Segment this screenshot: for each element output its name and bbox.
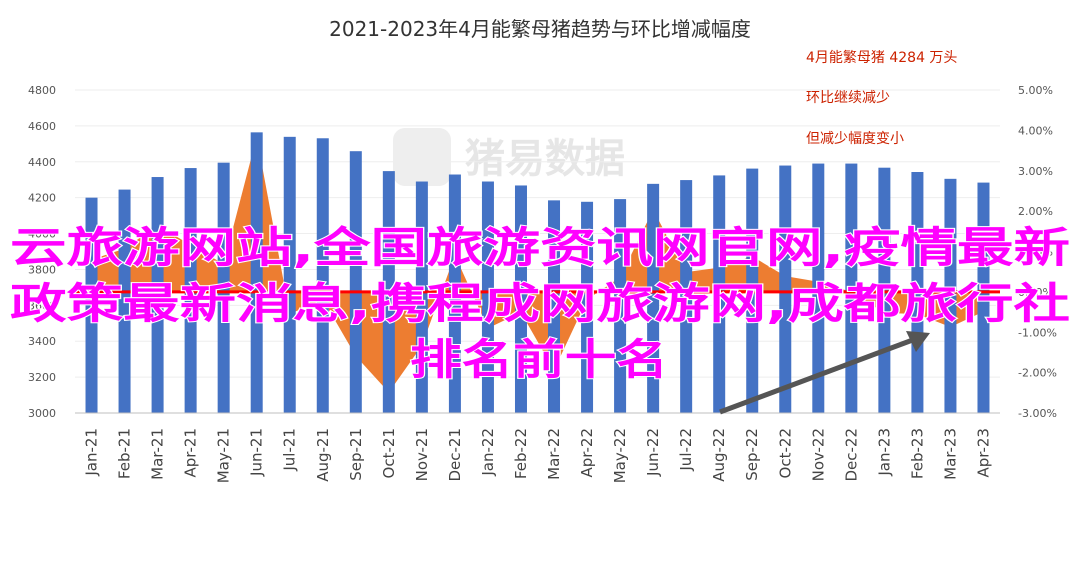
- sow-inventory-bar: [548, 200, 561, 413]
- sow-inventory-bar: [680, 180, 693, 413]
- x-tick-label: Sep-22: [743, 428, 761, 481]
- y-left-tick-label: 3600: [28, 299, 56, 312]
- watermark-logo-icon: [393, 128, 451, 186]
- y-left-tick-label: 3400: [28, 335, 56, 348]
- sow-inventory-bar: [713, 175, 726, 413]
- x-tick-label: Jan-22: [479, 428, 497, 477]
- sow-inventory-bar: [647, 183, 660, 413]
- overlay-caption-line: 政策最新消息,携程成网旅游网,成都旅行社: [10, 279, 1070, 328]
- x-tick-label: Aug-21: [314, 428, 332, 482]
- x-tick-label: Jun-21: [248, 428, 266, 477]
- annotation-text: 但减少幅度变小: [806, 131, 904, 147]
- x-tick-label: Mar-22: [545, 428, 563, 480]
- x-tick-label: May-21: [215, 428, 233, 483]
- y-right-tick-label: -3.00%: [1018, 407, 1057, 420]
- x-tick-label: Dec-21: [446, 428, 464, 482]
- x-tick-label: Oct-22: [776, 428, 794, 478]
- sow-inventory-bar: [217, 162, 230, 413]
- sow-inventory-bar: [250, 132, 263, 414]
- y-left-tick-label: 3800: [28, 263, 56, 276]
- x-tick-label: Aug-22: [710, 428, 728, 482]
- watermark-text: 猪易数据: [465, 136, 625, 182]
- trend-arrow: [719, 335, 919, 415]
- x-tick-label: Jan-23: [875, 428, 893, 477]
- sow-inventory-bar: [118, 189, 131, 413]
- sow-inventory-bar: [581, 201, 594, 413]
- y-right-tick-label: 2.00%: [1018, 205, 1053, 218]
- x-tick-label: Jul-21: [281, 428, 299, 472]
- sow-inventory-bar: [316, 138, 329, 413]
- y-right-tick-label: 4.00%: [1018, 124, 1053, 137]
- sow-inventory-bar: [448, 174, 461, 413]
- x-tick-label: Nov-21: [413, 428, 431, 481]
- sow-inventory-bar: [977, 182, 990, 413]
- sow-inventory-bar: [944, 178, 957, 413]
- x-tick-label: Apr-22: [578, 428, 596, 478]
- y-left-tick-label: 3000: [28, 407, 56, 420]
- x-tick-label: Feb-23: [908, 428, 926, 479]
- sow-inventory-bar: [85, 197, 98, 413]
- chart-title: 2021-2023年4月能繁母猪趋势与环比增减幅度: [329, 17, 751, 41]
- sow-inventory-bar: [481, 181, 494, 413]
- x-tick-label: Nov-22: [809, 428, 827, 481]
- overlay-caption-line: 云旅游网站,全国旅游资讯网官网,疫情最新: [10, 223, 1070, 272]
- x-tick-label: Apr-23: [974, 428, 992, 478]
- y-right-tick-label: 5.00%: [1018, 84, 1053, 97]
- sow-inventory-bar: [779, 165, 792, 413]
- sow-inventory-bar: [151, 177, 164, 413]
- annotation-text: 环比继续减少: [806, 89, 890, 106]
- sow-inventory-bar: [845, 163, 858, 413]
- y-left-tick-label: 4000: [28, 228, 56, 241]
- x-tick-label: Jan-21: [83, 428, 101, 477]
- overlay-caption-line: 排名前十名: [410, 335, 668, 384]
- y-right-tick-label: 1.00%: [1018, 246, 1053, 259]
- y-left-tick-label: 4200: [28, 192, 56, 205]
- sow-inventory-bar: [349, 151, 362, 413]
- x-tick-label: Sep-21: [347, 428, 365, 481]
- y-left-tick-label: 4600: [28, 120, 56, 133]
- y-right-tick-label: -2.00%: [1018, 367, 1057, 380]
- x-tick-label: Feb-21: [116, 428, 134, 479]
- annotation-text: 4月能繁母猪 4284 万头: [806, 50, 957, 66]
- x-tick-label: May-22: [611, 428, 629, 483]
- y-left-tick-label: 4400: [28, 156, 56, 169]
- x-tick-label: Apr-21: [182, 428, 200, 478]
- x-tick-label: Mar-21: [149, 428, 167, 480]
- sow-inventory-bar: [514, 185, 527, 413]
- trend-arrowhead-icon: [906, 331, 930, 352]
- y-left-tick-label: 3200: [28, 371, 56, 384]
- sow-inventory-bar: [415, 181, 428, 413]
- x-tick-label: Oct-21: [380, 428, 398, 478]
- x-tick-label: Dec-22: [842, 428, 860, 482]
- x-tick-label: Feb-22: [512, 428, 530, 479]
- sow-inventory-bar: [614, 199, 627, 413]
- x-tick-label: Jun-22: [644, 428, 662, 477]
- mom-change-area: [91, 136, 984, 393]
- y-right-tick-label: 0.00%: [1018, 286, 1053, 299]
- y-right-tick-label: -1.00%: [1018, 326, 1057, 339]
- y-right-tick-label: 3.00%: [1018, 165, 1053, 178]
- x-tick-label: Mar-23: [941, 428, 959, 480]
- y-left-tick-label: 4800: [28, 84, 56, 97]
- x-tick-label: Jul-22: [677, 428, 695, 472]
- sow-inventory-bar: [283, 136, 296, 413]
- sow-inventory-bar: [812, 163, 825, 413]
